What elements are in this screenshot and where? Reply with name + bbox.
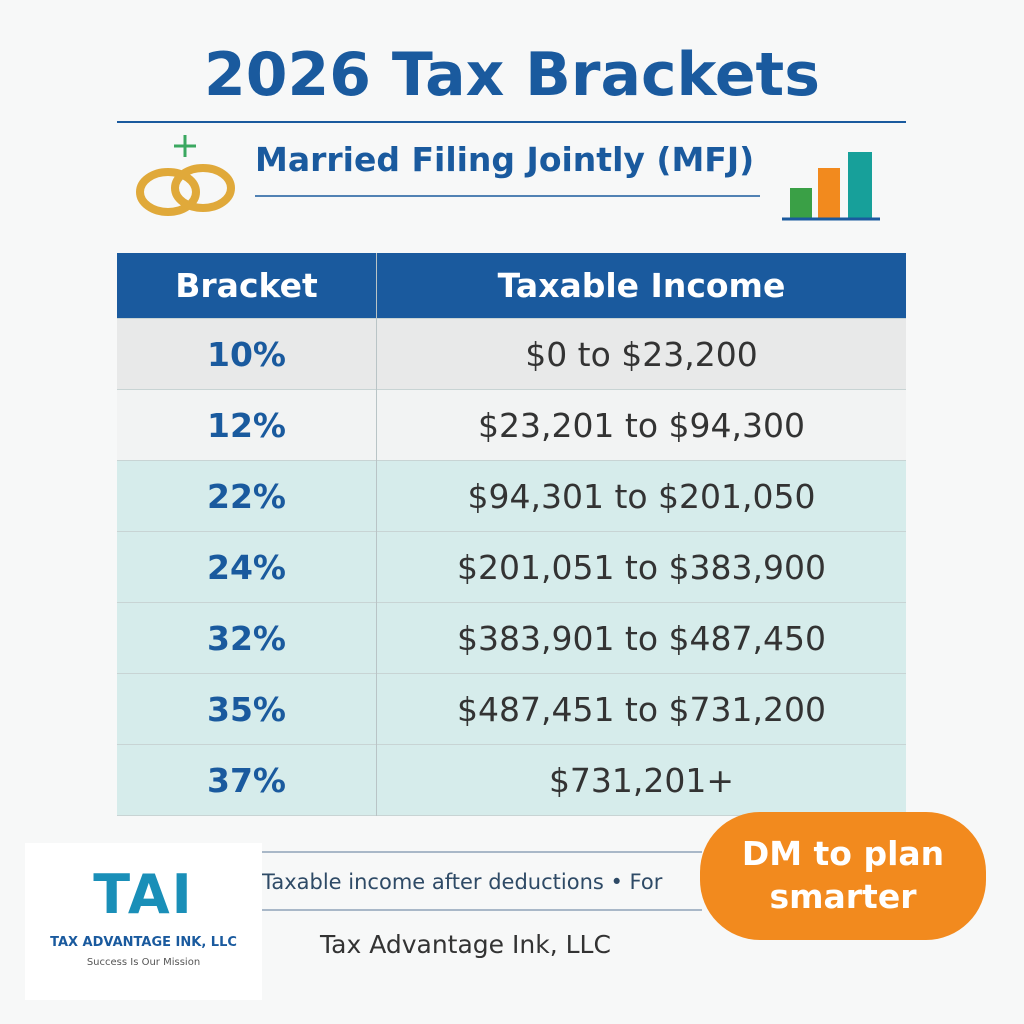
column-header: Taxable Income <box>376 253 906 319</box>
header-row: Bracket Taxable Income <box>117 253 906 319</box>
table-row: 24% $201,051 to $383,900 <box>117 531 906 603</box>
logo-name: TAX ADVANTAGE INK, LLC <box>50 935 237 950</box>
decoration <box>117 121 906 221</box>
company-name: Tax Advantage Ink, LLC <box>320 930 611 959</box>
title: 2026 Tax Brackets <box>204 40 820 110</box>
income-range: $0 to $23,200 <box>525 334 758 374</box>
bracket-rate: 35% <box>117 673 377 745</box>
bracket-table: Bracket Taxable Income 10% $0 to $23,200 1… <box>117 253 906 816</box>
ring-icon <box>136 168 200 216</box>
bracket-rate: 32% <box>117 602 377 674</box>
bracket-rate: 10% <box>117 318 377 390</box>
chart-icon <box>848 152 872 218</box>
table-row: 22% $94,301 to $201,050 <box>117 460 906 532</box>
footnote: Taxable income after deductions • For <box>262 870 663 894</box>
table-row: 12% $23,201 to $94,300 <box>117 389 906 461</box>
sparkle-icon <box>174 135 196 157</box>
chart-icon <box>818 168 840 218</box>
table-row: 35% $487,451 to $731,200 <box>117 673 906 745</box>
table-row: 37% $731,201+ <box>117 744 906 816</box>
column-header: Bracket <box>117 253 377 319</box>
bracket-rate: 37% <box>117 744 377 816</box>
income-range: $731,201+ <box>548 760 735 800</box>
chart-icon <box>790 188 812 218</box>
bracket-rate: 24% <box>117 531 377 603</box>
callout: DM to plan smarter <box>700 812 986 940</box>
income-range: $383,901 to $487,450 <box>456 618 827 658</box>
subtitle: Married Filing Jointly (MFJ) <box>255 140 755 179</box>
income-range: $487,451 to $731,200 <box>456 689 827 729</box>
bracket-rate: 22% <box>117 460 377 532</box>
table-body: 10% $0 to $23,200 12% $23,201 to $94,300 22%… <box>117 318 906 816</box>
logo: TAI TAX ADVANTAGE INK, LLC Success Is Ou… <box>25 843 262 1000</box>
bracket-rate: 12% <box>117 389 377 461</box>
income-range: $23,201 to $94,300 <box>477 405 806 445</box>
ring-icon <box>171 164 235 212</box>
logo-mark: TAI <box>93 863 194 926</box>
income-range: $94,301 to $201,050 <box>467 476 816 516</box>
table-row: 10% $0 to $23,200 <box>117 318 906 390</box>
logo-tagline: Success Is Our Mission <box>86 957 201 968</box>
note-rules <box>262 851 702 911</box>
table-row: 32% $383,901 to $487,450 <box>117 602 906 674</box>
income-range: $201,051 to $383,900 <box>456 547 827 587</box>
